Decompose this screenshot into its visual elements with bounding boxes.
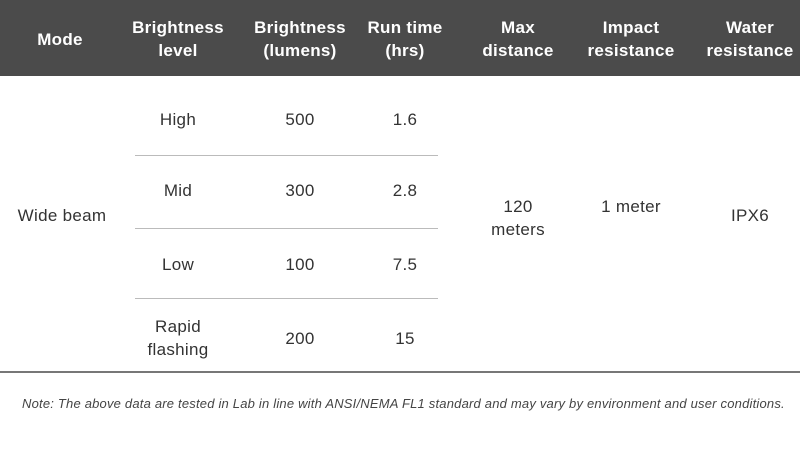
table-cell: 300 — [285, 180, 315, 200]
row-separator — [135, 155, 438, 156]
header-cell: Mode — [37, 29, 83, 49]
table-cell: 15 — [395, 328, 415, 348]
table-cell: 1.6 — [392, 109, 418, 129]
header-cell: Impact resistance — [587, 18, 675, 60]
table-cell: Rapid flashing — [147, 317, 209, 359]
row-separator — [135, 228, 438, 229]
table-cell: 100 — [285, 254, 315, 274]
table-header — [0, 0, 800, 76]
header-cell: Max distance — [482, 18, 554, 60]
note: Note: The above data are tested in Lab i… — [22, 396, 785, 411]
table-cell: 200 — [285, 328, 315, 348]
table-cell: Low — [161, 254, 195, 274]
table-cell: High — [159, 109, 197, 129]
water-cell: IPX6 — [730, 205, 770, 225]
header-cell: Run time (hrs) — [367, 18, 443, 60]
header-cell: Water resistance — [706, 18, 794, 60]
header-cell: Brightness (lumens) — [254, 18, 346, 60]
bottom-rule — [0, 371, 800, 373]
table-cell: 2.8 — [392, 180, 418, 200]
impact-cell: 1 meter — [601, 197, 661, 216]
header-cell: Brightness level — [132, 18, 224, 60]
mode-cell: Wide beam — [17, 205, 107, 225]
distance-cell: 120 meters — [491, 197, 545, 239]
table-cell: 500 — [285, 109, 315, 129]
table-cell: 7.5 — [392, 254, 418, 274]
row-separator — [135, 298, 438, 299]
table-cell: Mid — [163, 180, 193, 200]
